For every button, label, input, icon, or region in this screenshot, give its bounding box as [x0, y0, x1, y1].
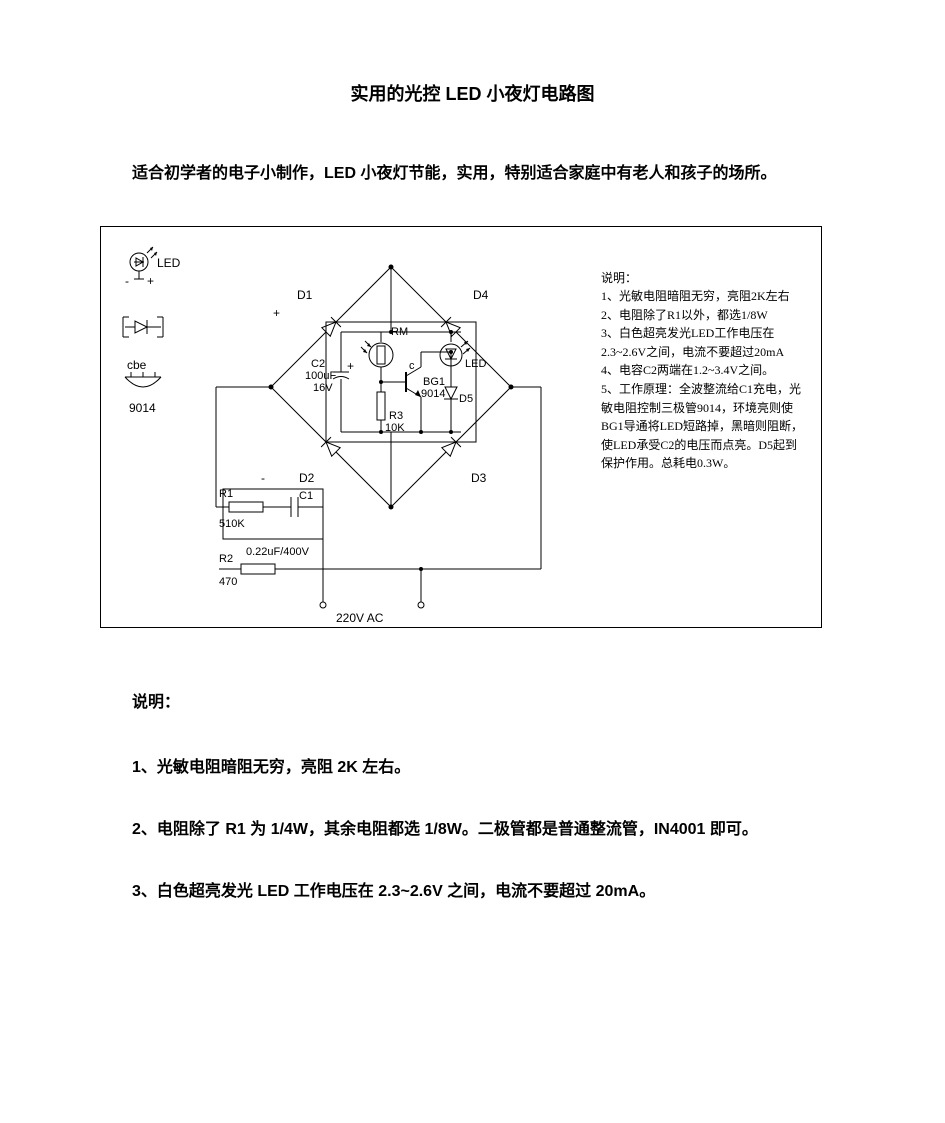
- note-1: 1、光敏电阻暗阻无穷，亮阻 2K 左右。: [100, 752, 845, 784]
- label-ac: 220V AC: [336, 611, 384, 625]
- note-2: 2、电阻除了 R1 为 1/4W，其余电阻都选 1/8W。二极管都是普通整流管，…: [100, 814, 845, 846]
- diagram-notes: 说明： 1、光敏电阻暗阻无穷，亮阻2K左右 2、电阻除了R1以外，都选1/8W …: [601, 270, 806, 607]
- legend-diode-icon: [123, 317, 163, 337]
- label-c2-volt: 16V: [313, 382, 333, 394]
- dnote-1: 1、光敏电阻暗阻无穷，亮阻2K左右: [601, 287, 806, 306]
- resistor-r3: [377, 382, 385, 432]
- label-r3: R3: [389, 410, 403, 422]
- legend-led-plus: +: [147, 274, 154, 288]
- label-c2-val: 100uF: [305, 370, 336, 382]
- svg-text:+: +: [347, 359, 354, 373]
- label-r2-val: 470: [219, 576, 237, 588]
- legend-transistor-pins: cbe: [127, 358, 147, 372]
- label-r3-val: 10K: [385, 422, 405, 434]
- label-c1-val: 0.22uF/400V: [246, 546, 310, 558]
- label-c2: C2: [311, 358, 325, 370]
- label-d2: D2: [299, 471, 315, 485]
- page-title: 实用的光控 LED 小夜灯电路图: [100, 80, 845, 106]
- label-d5: D5: [459, 393, 473, 405]
- label-c1: C1: [299, 490, 313, 502]
- resistor-r1: [216, 502, 276, 512]
- legend-led-minus: -: [125, 274, 129, 288]
- label-plus-top: +: [273, 306, 280, 320]
- dnote-2: 2、电阻除了R1以外，都选1/8W: [601, 306, 806, 325]
- label-bg1-type: 9014: [421, 388, 445, 400]
- legend-transistor-label: 9014: [129, 401, 156, 415]
- label-r1: R1: [219, 488, 233, 500]
- label-d3: D3: [471, 471, 487, 485]
- circuit-diagram: LED - +: [100, 226, 822, 628]
- photoresistor-rm: [361, 332, 393, 382]
- label-d1: D1: [297, 288, 313, 302]
- dnote-5: 5、工作原理：全波整流给C1充电，光敏电阻控制三极管9014，环境亮则使BG1导…: [601, 380, 806, 473]
- dnote-4: 4、电容C2两端在1.2~3.4V之间。: [601, 362, 806, 381]
- label-minus-bot: -: [261, 471, 265, 485]
- resistor-r2: [219, 564, 276, 574]
- label-c-pin: c: [409, 360, 415, 372]
- legend-transistor-icon: [125, 372, 161, 387]
- notes-heading: 说明：: [100, 688, 845, 712]
- capacitor-c2: +: [333, 332, 354, 432]
- label-d4: D4: [473, 288, 489, 302]
- label-r2: R2: [219, 553, 233, 565]
- label-led-main: LED: [465, 358, 486, 370]
- legend-led-label: LED: [157, 256, 181, 270]
- label-bg1: BG1: [423, 376, 445, 388]
- label-rm: RM: [391, 326, 408, 338]
- diode-d5: [444, 377, 458, 432]
- note-3: 3、白色超亮发光 LED 工作电压在 2.3~2.6V 之间，电流不要超过 20…: [100, 876, 845, 908]
- led-main: [440, 332, 470, 377]
- dnote-3: 3、白色超亮发光LED工作电压在2.3~2.6V之间，电流不要超过20mA: [601, 324, 806, 361]
- svg-text:说明：: 说明：: [601, 270, 637, 285]
- intro-text: 适合初学者的电子小制作，LED 小夜灯节能，实用，特别适合家庭中有老人和孩子的场…: [100, 156, 845, 191]
